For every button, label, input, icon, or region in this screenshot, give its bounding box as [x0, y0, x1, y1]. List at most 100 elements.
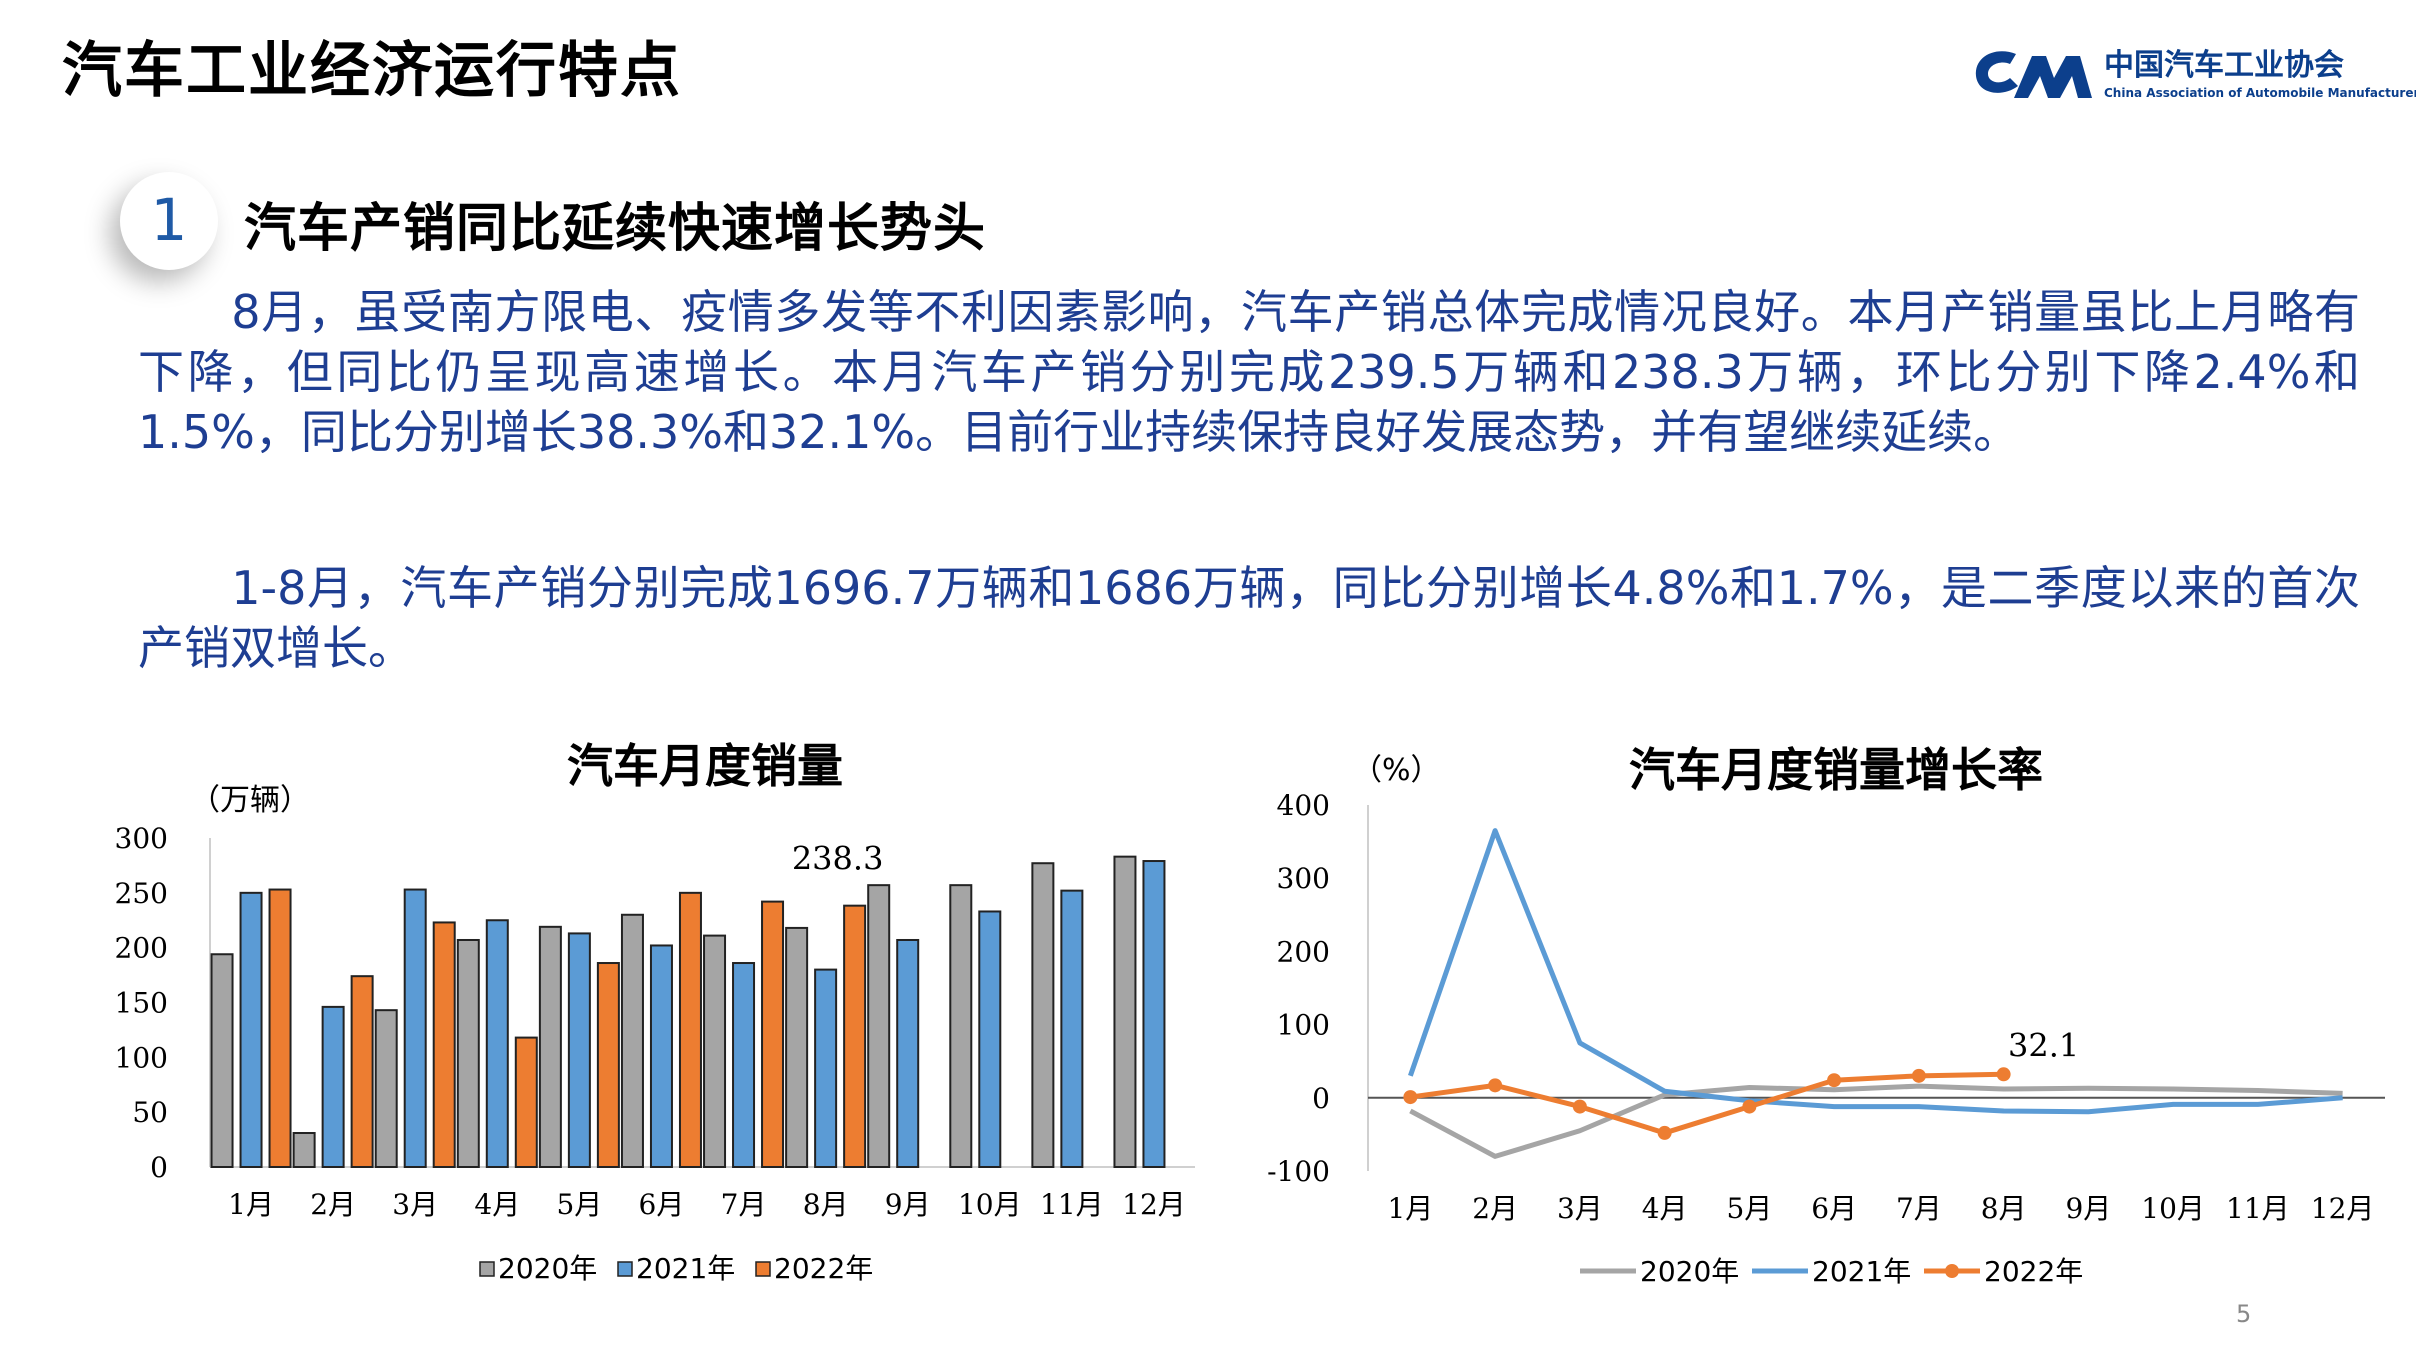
x-tick-label: 4月 — [474, 1188, 520, 1221]
data-label-annotation: 238.3 — [792, 840, 884, 878]
bar-2021年-8月 — [814, 968, 838, 1168]
series-marker-2022年 — [1657, 1125, 1672, 1140]
bar-2021年-4月 — [485, 919, 509, 1168]
series-marker-2022年 — [1742, 1099, 1757, 1114]
series-line-2022年 — [1410, 1071, 2004, 1136]
series-marker-2022年 — [1996, 1067, 2011, 1082]
bar-2021年-10月 — [978, 910, 1002, 1169]
bar-2022年-6月 — [678, 891, 702, 1168]
y-axis-unit-label: （万辆） — [190, 783, 310, 818]
bar-2020年-12月 — [1113, 855, 1137, 1168]
bar-2020年-2月 — [292, 1132, 316, 1168]
y-tick-label: 0 — [150, 1151, 168, 1184]
x-tick-label: 3月 — [392, 1188, 438, 1221]
series-marker-2022年 — [1403, 1090, 1418, 1105]
bar-2022年-4月 — [514, 1036, 538, 1169]
y-tick-label: 200 — [1277, 935, 1330, 968]
x-tick-label: 7月 — [721, 1188, 767, 1221]
logo: 中国汽车工业协会 China Association of Automobile… — [1970, 36, 2416, 116]
legend-marker — [1945, 1264, 1959, 1278]
x-tick-label: 6月 — [639, 1188, 685, 1221]
bar-2022年-7月 — [761, 900, 785, 1169]
bar-2021年-6月 — [649, 944, 673, 1168]
x-tick-label: 2月 — [310, 1188, 356, 1221]
monthly-growth-line-chart: 汽车月度销量增长率 （%） -100 0 100 200 300 400 1月 2月 3月 4月 5月 6… — [1267, 743, 2385, 1288]
page-number: 5 — [2236, 1300, 2252, 1328]
legend-label: 2020年 — [498, 1252, 597, 1285]
body-paragraph-2: 1-8月，汽车产销分别完成1696.7万辆和1686万辆，同比分别增长4.8%和… — [138, 561, 2360, 675]
series-marker-2022年 — [1827, 1073, 1842, 1088]
y-tick-label: 200 — [115, 932, 168, 965]
chart-title: 汽车月度销量 — [567, 739, 843, 793]
bar-2020年-8月 — [785, 926, 809, 1169]
logo-text-en: China Association of Automobile Manufact… — [2104, 86, 2416, 100]
chart-title: 汽车月度销量增长率 — [1629, 743, 2043, 797]
bar-2020年-11月 — [1031, 862, 1055, 1168]
x-tick-label: 8月 — [803, 1188, 849, 1221]
x-tick-label: 2月 — [1472, 1192, 1518, 1225]
bar-2021年-3月 — [403, 888, 427, 1168]
x-tick-label: 9月 — [885, 1188, 931, 1221]
caam-logo-icon — [1975, 51, 2092, 98]
bar-2020年-3月 — [374, 1009, 398, 1169]
section-number-badge: 1 — [120, 172, 218, 270]
legend-label: 2021年 — [1812, 1255, 1911, 1288]
bar-2021年-5月 — [567, 932, 591, 1168]
x-tick-label: 12月 — [1122, 1188, 1186, 1221]
bar-2020年-6月 — [620, 913, 644, 1168]
bar-2021年-7月 — [732, 962, 756, 1169]
series-marker-2022年 — [1911, 1068, 1926, 1083]
section-number: 1 — [150, 186, 188, 254]
y-tick-label: 100 — [115, 1041, 168, 1074]
legend-swatch — [479, 1261, 495, 1277]
x-tick-label: 10月 — [958, 1188, 1022, 1221]
series-marker-2022年 — [1572, 1099, 1587, 1114]
legend-label: 2022年 — [774, 1252, 873, 1285]
data-label-annotation: 32.1 — [2008, 1026, 2079, 1064]
section-title: 汽车产销同比延续快速增长势头 — [244, 199, 987, 259]
y-tick-label: 300 — [1277, 862, 1330, 895]
series-marker-2022年 — [1488, 1078, 1503, 1093]
y-axis-unit-label: （%） — [1352, 753, 1441, 788]
x-tick-label: 4月 — [1642, 1192, 1688, 1225]
monthly-sales-bar-chart: 汽车月度销量 （万辆） 0 50 100 150 200 250 300 1月 2月 3月 4月 5月 6月… — [115, 739, 1195, 1285]
x-tick-label: 5月 — [1726, 1192, 1772, 1225]
x-tick-label: 10月 — [2141, 1192, 2205, 1225]
bar-2022年-1月 — [268, 888, 292, 1168]
legend-label: 2020年 — [1640, 1255, 1739, 1288]
x-tick-label: 3月 — [1557, 1192, 1603, 1225]
bar-2021年-2月 — [321, 1005, 345, 1168]
legend-label: 2022年 — [1984, 1255, 2083, 1288]
bar-2020年-10月 — [949, 884, 973, 1168]
bar-2020年-4月 — [456, 938, 480, 1168]
y-tick-label: 400 — [1277, 789, 1330, 822]
x-tick-label: 7月 — [1896, 1192, 1942, 1225]
legend-label: 2021年 — [636, 1252, 735, 1285]
y-tick-label: 250 — [115, 877, 168, 910]
bar-2020年-7月 — [703, 934, 727, 1168]
bar-2021年-12月 — [1142, 860, 1166, 1169]
x-tick-label: 1月 — [228, 1188, 274, 1221]
legend-swatch — [617, 1261, 633, 1277]
y-tick-label: 100 — [1277, 1009, 1330, 1042]
y-tick-label: 300 — [115, 822, 168, 855]
x-tick-label: 6月 — [1811, 1192, 1857, 1225]
bar-2021年-11月 — [1060, 889, 1084, 1168]
bar-2021年-9月 — [896, 938, 920, 1168]
bar-2022年-8月 — [843, 904, 867, 1168]
bar-2022年-5月 — [596, 962, 620, 1169]
x-tick-label: 5月 — [556, 1188, 602, 1221]
body-paragraph-1: 8月，虽受南方限电、疫情多发等不利因素影响，汽车产销总体完成情况良好。本月产销量… — [138, 285, 2360, 459]
bar-2020年-9月 — [867, 884, 891, 1168]
legend-swatch — [755, 1261, 771, 1277]
y-tick-label: 50 — [132, 1096, 168, 1129]
x-tick-label: 12月 — [2311, 1192, 2375, 1225]
bar-2022年-2月 — [350, 975, 374, 1168]
y-tick-label: 150 — [115, 987, 168, 1020]
x-tick-label: 1月 — [1387, 1192, 1433, 1225]
series-line-2020年 — [1409, 1083, 2343, 1159]
series-line-2021年 — [1408, 828, 2343, 1115]
x-tick-label: 11月 — [1040, 1188, 1104, 1221]
bar-2020年-5月 — [538, 925, 562, 1169]
